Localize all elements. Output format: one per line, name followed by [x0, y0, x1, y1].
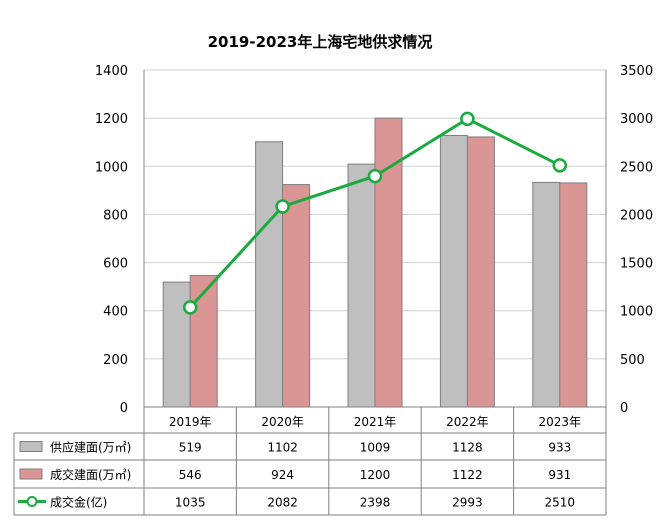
series-name: 供应建面(万㎡) — [50, 440, 131, 455]
category-label: 2021年 — [354, 415, 397, 429]
right-tick-label: 1500 — [620, 257, 653, 272]
deal-bar — [282, 184, 311, 408]
table-value: 2510 — [545, 496, 576, 510]
table-value: 519 — [179, 441, 202, 455]
table-value: 2398 — [360, 496, 391, 510]
left-tick-label: 800 — [103, 208, 128, 223]
category-label: 2020年 — [261, 415, 304, 429]
table-value: 2082 — [267, 496, 298, 510]
supply-bar — [439, 134, 468, 408]
left-tick-label: 600 — [103, 257, 128, 272]
supply-bar — [255, 141, 284, 408]
category-label: 2019年 — [169, 415, 212, 429]
amount-line — [182, 111, 568, 315]
table-value: 1102 — [267, 441, 298, 455]
table-value: 931 — [548, 468, 571, 482]
left-axis: 0 200 400 600 800 1000 1200 1400 — [95, 64, 145, 416]
deal-bar — [466, 136, 495, 408]
table-value: 1035 — [175, 496, 206, 510]
right-tick-label: 2500 — [620, 160, 653, 175]
deal-bar — [559, 182, 588, 408]
left-tick-label: 400 — [103, 305, 128, 320]
amount-point — [552, 158, 568, 173]
series-name: 成交建面(万㎡) — [50, 467, 131, 482]
table-value: 1009 — [360, 441, 391, 455]
right-tick-label: 1000 — [620, 305, 653, 320]
supply-bar — [532, 181, 561, 408]
amount-point — [275, 199, 290, 214]
category-label: 2022年 — [446, 415, 489, 429]
series-name: 成交金(亿) — [50, 495, 107, 510]
right-tick-label: 0 — [620, 401, 628, 416]
left-tick-label: 1400 — [95, 64, 128, 79]
table-value: 546 — [179, 468, 202, 482]
table-value: 1122 — [452, 468, 483, 482]
amount-point — [460, 111, 475, 127]
legend-marker — [26, 496, 38, 507]
table-value: 924 — [271, 468, 294, 482]
left-tick-label: 200 — [103, 353, 128, 368]
category-label: 2023年 — [539, 415, 582, 429]
right-tick-label: 500 — [620, 353, 645, 368]
table-value: 1200 — [360, 468, 391, 482]
chart-title: 2019-2023年上海宅地供求情况 — [208, 33, 433, 51]
table-value: 2993 — [452, 496, 483, 510]
amount-point — [182, 300, 198, 315]
supply-bar — [162, 281, 191, 408]
deal-bar — [189, 275, 218, 408]
table-value: 933 — [548, 441, 571, 455]
legend-swatch — [19, 441, 43, 452]
right-tick-label: 2000 — [620, 208, 653, 223]
supply-bar — [347, 163, 376, 408]
amount-point — [367, 168, 383, 184]
left-tick-label: 0 — [120, 401, 128, 416]
right-axis: 0 500 1000 1500 2000 2500 3000 3500 — [605, 64, 653, 416]
left-tick-label: 1000 — [95, 160, 128, 175]
table-value: 1128 — [452, 441, 483, 455]
legend-swatch — [19, 468, 43, 480]
left-tick-label: 1200 — [95, 112, 128, 127]
right-tick-label: 3500 — [620, 64, 653, 79]
right-tick-label: 3000 — [620, 112, 653, 127]
